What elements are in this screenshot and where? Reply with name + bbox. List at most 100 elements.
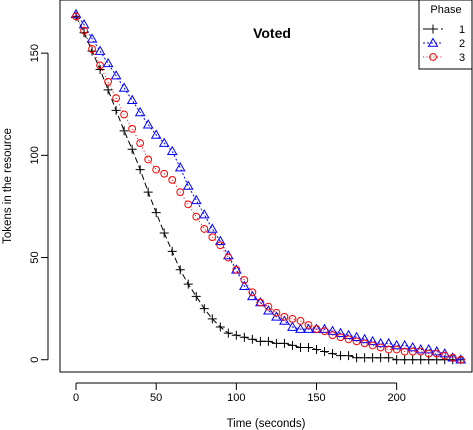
data-point [408,355,418,365]
series-1 [71,11,466,365]
y-tick-label: 0 [29,357,41,363]
data-point [119,126,129,136]
data-point [328,331,337,340]
x-tick-label: 100 [227,392,245,404]
plot-frame [59,0,473,373]
series-line [75,13,461,361]
data-point [134,106,146,117]
data-point [352,353,362,363]
data-point [295,342,305,352]
legend-marker [428,24,438,34]
data-point [367,335,378,346]
data-point [240,276,249,284]
data-point [160,169,169,178]
data-point [72,12,80,21]
data-point [102,57,114,68]
data-point [416,347,425,356]
data-point [191,291,201,301]
data-point [120,110,129,119]
data-point [376,343,385,352]
data-point [128,124,137,133]
data-point [144,155,153,164]
data-point [263,336,273,346]
data-point [248,288,257,297]
data-point [272,308,281,317]
legend: Phase 1 2 3 [418,0,473,70]
series-line [75,16,461,361]
data-point [343,329,354,340]
legend-item: 1 [423,24,465,36]
legend-marker [429,53,437,61]
data-point [384,353,394,363]
y-axis: 0 50 100 150 [29,44,49,363]
data-point [448,353,457,362]
data-point [151,208,161,218]
data-point [223,328,233,338]
data-point [423,344,435,354]
data-point [103,85,113,95]
data-point [391,339,403,350]
data-point [231,330,241,340]
data-point [214,235,226,245]
data-point [400,355,410,365]
data-point [312,325,321,333]
data-point [360,353,370,363]
data-point [304,321,313,329]
data-point [215,322,225,332]
data-point [295,323,306,333]
data-point [375,337,386,348]
data-point [142,119,154,129]
data-point [279,315,290,325]
data-point [167,246,177,256]
x-tick-label: 150 [307,392,325,404]
data-point [136,139,145,147]
data-point [200,225,209,233]
data-point [207,314,217,324]
x-axis-title: Time (seconds) [227,418,306,430]
data-point [392,345,401,354]
data-point [392,355,402,365]
data-point [352,337,361,346]
y-tick-label: 50 [29,251,41,263]
data-point [287,340,297,350]
data-point [383,337,395,348]
data-point [336,351,346,361]
y-tick-label: 100 [29,146,41,164]
data-point [206,223,218,233]
data-point [192,212,201,221]
data-point [168,175,177,184]
series-layer [70,8,467,365]
data-point [400,347,409,356]
data-point [176,188,185,197]
x-tick-label: 50 [150,392,162,404]
data-point [78,19,90,29]
data-point [271,338,281,348]
x-axis: 0 50 100 150 200 [73,382,406,404]
data-point [368,341,377,350]
data-point [95,64,105,74]
data-point [440,351,449,360]
data-point [336,333,345,342]
legend-box [418,0,473,70]
data-point [183,279,193,289]
data-point [296,317,305,325]
data-point [152,165,161,174]
data-point [104,77,112,86]
data-point [264,302,273,311]
data-point [96,61,104,70]
data-point [344,351,354,361]
data-point [407,341,419,352]
data-point [80,26,88,35]
data-point [279,338,289,348]
legend-marker [427,37,439,47]
data-point [135,165,145,175]
legend-items: 1 2 3 [423,24,465,64]
data-point [360,339,369,348]
data-point [359,333,370,344]
data-point [335,327,346,337]
data-point [303,323,314,333]
data-point [432,349,441,358]
data-point [198,209,210,219]
data-point [86,33,98,43]
